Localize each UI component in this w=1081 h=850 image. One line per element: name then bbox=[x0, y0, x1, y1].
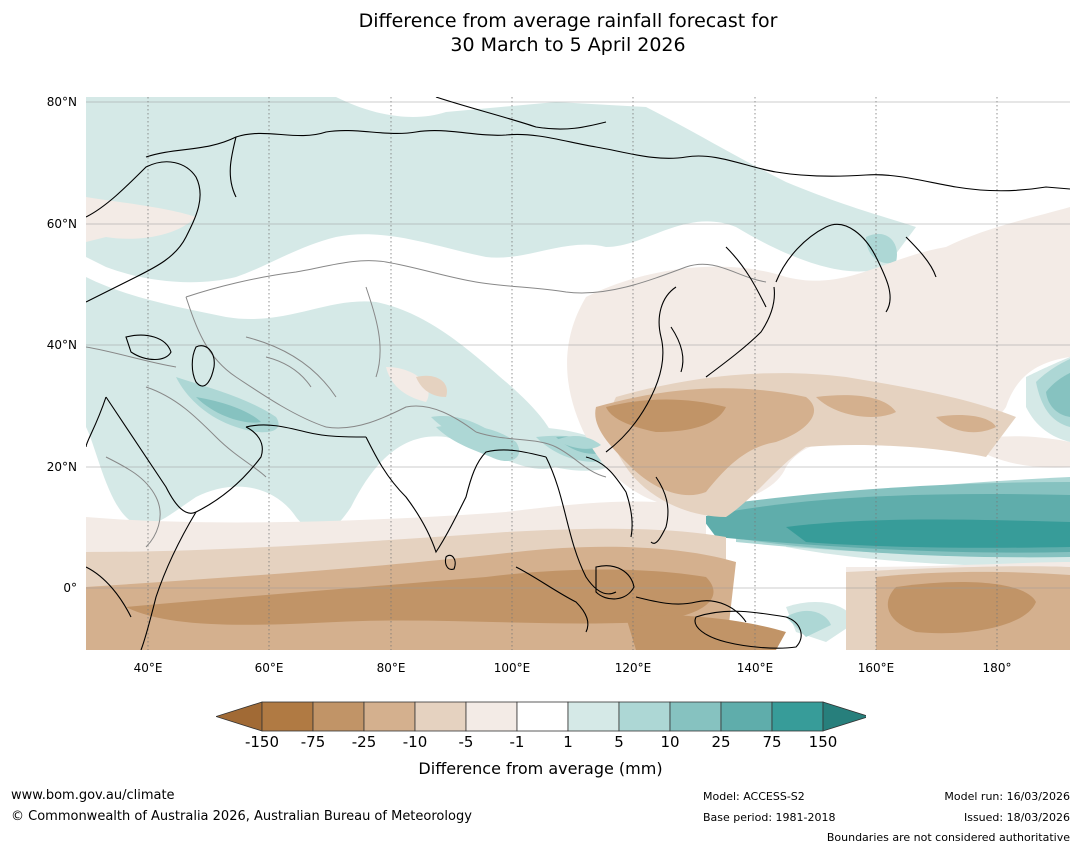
map-title: Difference from average rainfall forecas… bbox=[0, 9, 1081, 57]
lat-label-80n: 80°N bbox=[46, 95, 77, 109]
colorbar-tick-label: -75 bbox=[300, 733, 326, 751]
colorbar-tick-label: 75 bbox=[762, 733, 782, 751]
colorbar-segment bbox=[771, 701, 824, 732]
issued-text: Issued: 18/03/2026 bbox=[963, 811, 1070, 824]
colorbar-tick-label: -1 bbox=[509, 733, 525, 751]
latitude-lines bbox=[86, 101, 1070, 589]
title-line-2: 30 March to 5 April 2026 bbox=[450, 34, 686, 56]
colorbar bbox=[216, 701, 866, 732]
lon-label-80e: 80°E bbox=[376, 661, 406, 675]
lon-label-160e: 160°E bbox=[857, 661, 895, 675]
colorbar-tick-label: -25 bbox=[351, 733, 377, 751]
colorbar-arrow-low bbox=[216, 701, 263, 732]
colorbar-tick-label: 25 bbox=[711, 733, 731, 751]
colorbar-segment bbox=[261, 701, 314, 732]
lon-label-60e: 60°E bbox=[254, 661, 284, 675]
map-canvas bbox=[86, 97, 1070, 650]
anomaly-strong-brown bbox=[126, 399, 1036, 650]
colorbar-segment bbox=[414, 701, 467, 732]
model-run-text: Model run: 16/03/2026 bbox=[944, 790, 1070, 803]
colorbar-tick-label: 5 bbox=[614, 733, 624, 751]
lon-label-120e: 120°E bbox=[614, 661, 652, 675]
lon-label-100e: 100°E bbox=[493, 661, 531, 675]
colorbar-tick-label: 150 bbox=[808, 733, 838, 751]
base-period-text: Base period: 1981-2018 bbox=[703, 811, 836, 824]
country-boundaries bbox=[86, 260, 767, 548]
colorbar-segment bbox=[465, 701, 518, 732]
colorbar-tick-label: 1 bbox=[563, 733, 573, 751]
colorbar-tick-label: -10 bbox=[402, 733, 428, 751]
lon-label-140e: 140°E bbox=[736, 661, 774, 675]
graticule bbox=[147, 97, 998, 650]
lat-label-20n: 20°N bbox=[46, 460, 77, 474]
colorbar-tick-label: 10 bbox=[660, 733, 680, 751]
lat-label-0: 0° bbox=[63, 581, 77, 595]
colorbar-tick-label: -5 bbox=[458, 733, 474, 751]
colorbar-segment bbox=[669, 701, 722, 732]
model-text: Model: ACCESS-S2 bbox=[703, 790, 805, 803]
anomaly-tibet-teal bbox=[436, 425, 601, 462]
colorbar-segment bbox=[312, 701, 365, 732]
lat-label-40n: 40°N bbox=[46, 338, 77, 352]
colorbar-tick-label: -150 bbox=[244, 733, 280, 751]
disclaimer-text: Boundaries are not considered authoritat… bbox=[826, 831, 1070, 844]
anomaly-deep-teal bbox=[786, 519, 1070, 548]
rainfall-map bbox=[86, 97, 1070, 650]
copyright-text: © Commonwealth of Australia 2026, Austra… bbox=[11, 809, 472, 824]
coastlines bbox=[86, 97, 1070, 650]
colorbar-label: Difference from average (mm) bbox=[418, 759, 663, 778]
lon-label-180: 180° bbox=[982, 661, 1012, 675]
colorbar-segment bbox=[363, 701, 416, 732]
colorbar-segment bbox=[720, 701, 773, 732]
title-line-1: Difference from average rainfall forecas… bbox=[358, 10, 778, 32]
colorbar-segment bbox=[567, 701, 620, 732]
lat-label-60n: 60°N bbox=[46, 217, 77, 231]
lon-label-40e: 40°E bbox=[133, 661, 163, 675]
colorbar-segment bbox=[618, 701, 671, 732]
colorbar-arrow-high bbox=[822, 701, 866, 732]
colorbar-segment bbox=[516, 701, 569, 732]
website-link[interactable]: www.bom.gov.au/climate bbox=[11, 788, 175, 803]
